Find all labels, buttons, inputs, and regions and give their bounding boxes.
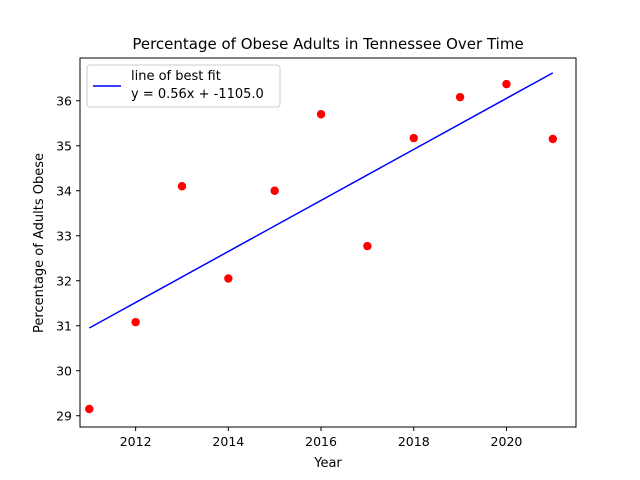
legend-box [86, 64, 281, 108]
x-tick-label: 2014 [212, 434, 244, 449]
data-point-2019 [455, 92, 465, 102]
data-point-2016 [316, 110, 326, 119]
data-point-2017 [363, 241, 372, 251]
axes-frame [79, 57, 577, 428]
data-point-2015 [270, 186, 279, 195]
data-point-2013 [177, 182, 187, 191]
x-tick-label: 2016 [305, 434, 337, 449]
legend-series-name: line of best fit [131, 69, 221, 84]
plot-marks [85, 72, 558, 414]
y-tick-label: 30 [56, 363, 72, 378]
data-point-2012 [131, 317, 140, 327]
data-point-2020 [502, 79, 511, 89]
y-axis-ticks: 29 30 31 32 33 34 35 36 [56, 93, 80, 423]
x-tick-label: 2018 [398, 434, 430, 449]
legend-equation: y = 0.56x + -1105.0 [131, 87, 264, 102]
data-point-2021 [548, 134, 558, 144]
legend: line of best fit y = 0.56x + -1105.0 [86, 64, 281, 108]
y-tick-label: 36 [56, 93, 72, 108]
y-tick-label: 35 [56, 138, 72, 153]
data-point-2011 [85, 404, 94, 414]
y-tick-label: 33 [56, 228, 72, 243]
y-tick-label: 34 [56, 183, 72, 198]
x-axis-ticks: 2012 2014 2016 2018 2020 [120, 427, 523, 449]
chart-title: Percentage of Obese Adults in Tennessee … [132, 35, 523, 53]
y-tick-label: 31 [56, 318, 72, 333]
x-tick-label: 2020 [491, 434, 523, 449]
y-tick-label: 32 [56, 273, 72, 288]
data-point-2018 [409, 133, 418, 143]
data-point-2014 [224, 274, 233, 283]
y-tick-label: 29 [56, 408, 72, 423]
y-axis-title: Percentage of Adults Obese [32, 153, 47, 333]
x-tick-label: 2012 [120, 434, 152, 449]
best-fit-line [88, 72, 554, 329]
x-axis-title: Year [313, 456, 342, 471]
